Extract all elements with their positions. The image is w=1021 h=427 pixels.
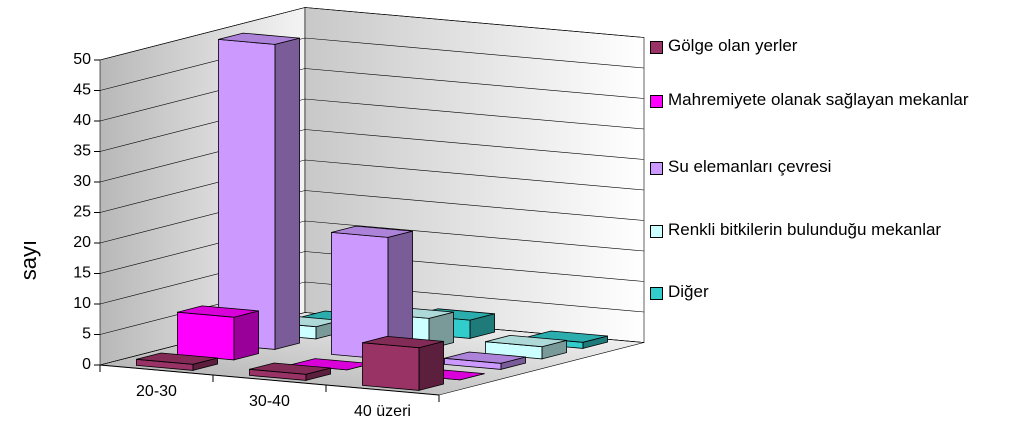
legend-label: Diğer xyxy=(668,282,709,301)
y-tick-label: 15 xyxy=(73,265,91,282)
legend-swatch xyxy=(650,225,663,238)
legend-swatch xyxy=(650,95,663,108)
y-tick-label: 45 xyxy=(73,82,91,99)
legend-item: Su elemanları çevresi xyxy=(650,155,1020,179)
bar-front xyxy=(177,311,235,361)
grid-line xyxy=(99,251,645,305)
bar-front xyxy=(218,38,276,350)
bar-top xyxy=(136,352,218,365)
grid-line xyxy=(99,281,645,335)
grid-line xyxy=(99,68,645,122)
y-tick-label: 35 xyxy=(73,143,91,160)
legend-label: Gölge olan yerler xyxy=(668,36,798,55)
bar-top xyxy=(218,32,300,45)
grid-line xyxy=(99,190,645,244)
x-tick-label: 40 üzeri xyxy=(354,403,411,420)
bar xyxy=(177,305,259,361)
x-tick-label: 30-40 xyxy=(249,393,290,410)
grid-line xyxy=(99,159,645,213)
grid-line xyxy=(99,7,645,61)
grid-line xyxy=(99,312,645,366)
bar xyxy=(249,362,331,381)
bar-top xyxy=(362,335,444,349)
y-tick-label: 25 xyxy=(73,204,91,221)
bar-side xyxy=(418,340,444,391)
y-tick-label: 30 xyxy=(73,173,91,190)
bar-side xyxy=(274,37,300,350)
y-tick-label: 10 xyxy=(73,295,91,312)
grid-line xyxy=(99,98,645,152)
legend-label: Mahremiyete olanak sağlayan mekanlar xyxy=(668,90,969,109)
y-tick-label: 40 xyxy=(73,112,91,129)
legend-label: Renkli bitkilerin bulunduğu mekanlar xyxy=(668,220,942,239)
y-axis-label: sayı xyxy=(16,240,41,280)
legend-item: Gölge olan yerler xyxy=(650,34,1020,58)
bar-front xyxy=(362,342,420,391)
bar-top xyxy=(249,362,331,375)
x-axis xyxy=(99,364,440,396)
bar xyxy=(362,335,444,391)
legend-item: Diğer xyxy=(650,280,1020,304)
legend-swatch xyxy=(650,41,663,54)
bar-top xyxy=(331,225,413,238)
y-tick-label: 0 xyxy=(82,356,91,373)
legend-label: Su elemanları çevresi xyxy=(668,157,832,176)
y-tick-label: 5 xyxy=(82,326,91,343)
bar xyxy=(218,32,300,350)
x-tick-label: 20-30 xyxy=(136,383,177,400)
bar-top xyxy=(444,351,526,364)
bar xyxy=(331,225,413,360)
bar xyxy=(444,351,526,370)
bar xyxy=(136,352,218,371)
grid-line xyxy=(99,220,645,274)
y-tick-label: 50 xyxy=(73,51,91,68)
bar-side xyxy=(233,310,259,361)
legend-swatch xyxy=(650,162,663,175)
legend-item: Mahremiyete olanak sağlayan mekanlar xyxy=(650,88,1020,112)
bar-top xyxy=(177,305,259,318)
bar-top xyxy=(485,334,567,348)
y-tick-label: 20 xyxy=(73,234,91,251)
grid-line xyxy=(99,37,645,91)
legend-item: Renkli bitkilerin bulunduğu mekanlar xyxy=(650,218,1020,242)
legend-swatch xyxy=(650,287,663,300)
grid-line xyxy=(99,129,645,183)
